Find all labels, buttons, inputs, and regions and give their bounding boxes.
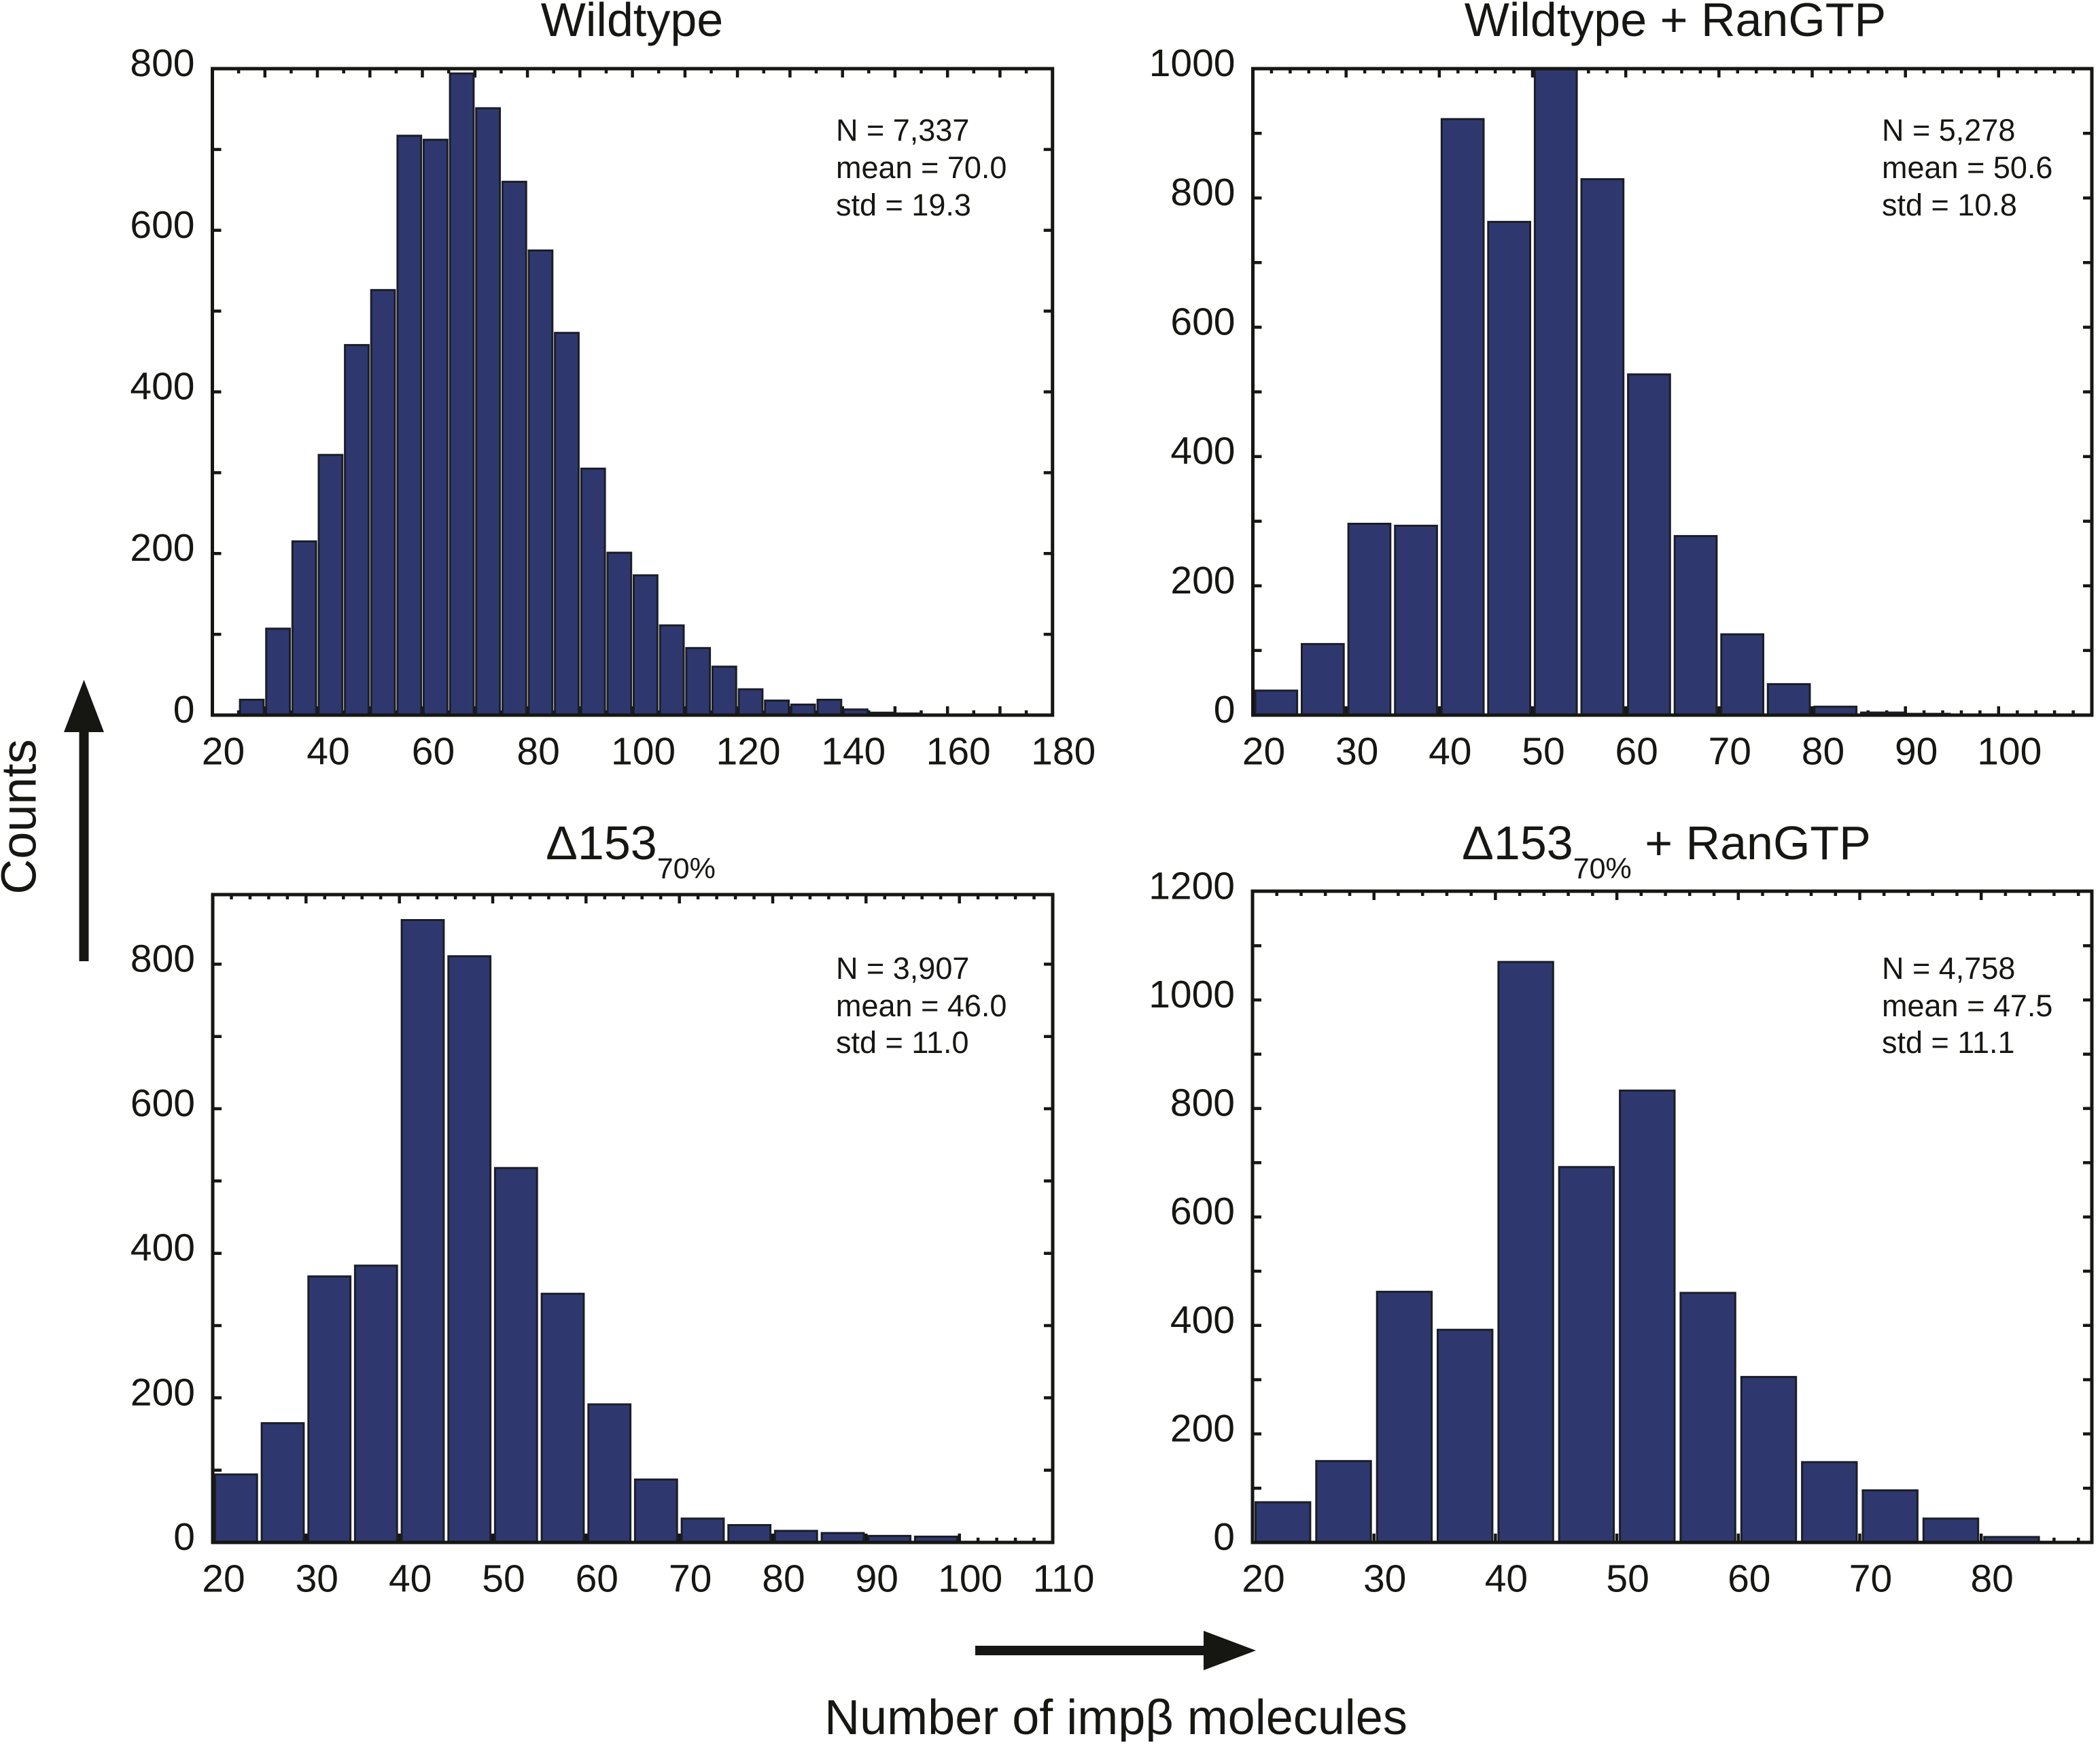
svg-text:40: 40 — [1485, 1557, 1528, 1601]
svg-text:std = 11.0: std = 11.0 — [836, 1025, 969, 1060]
svg-text:100: 100 — [611, 730, 676, 774]
svg-text:400: 400 — [1170, 1298, 1235, 1342]
svg-text:30: 30 — [296, 1557, 338, 1601]
svg-text:110: 110 — [1033, 1557, 1095, 1601]
svg-text:80: 80 — [517, 730, 559, 774]
svg-text:600: 600 — [1170, 1190, 1235, 1233]
svg-text:N = 7,337: N = 7,337 — [836, 113, 969, 148]
svg-text:600: 600 — [1170, 300, 1235, 343]
svg-text:mean = 70.0: mean = 70.0 — [836, 150, 1007, 185]
svg-text:600: 600 — [130, 1082, 195, 1125]
svg-text:std = 11.1: std = 11.1 — [1882, 1025, 2015, 1060]
svg-text:800: 800 — [130, 937, 195, 980]
svg-text:60: 60 — [576, 1557, 618, 1601]
svg-text:N = 3,907: N = 3,907 — [836, 951, 969, 986]
svg-text:20: 20 — [202, 1557, 245, 1601]
svg-text:90: 90 — [856, 1557, 898, 1601]
svg-text:800: 800 — [1170, 1082, 1235, 1125]
svg-text:mean = 46.0: mean = 46.0 — [836, 988, 1007, 1023]
svg-text:0: 0 — [1213, 1515, 1235, 1559]
svg-text:80: 80 — [1970, 1557, 2013, 1601]
svg-text:800: 800 — [130, 41, 194, 85]
svg-text:50: 50 — [1522, 730, 1564, 774]
svg-text:Number of impβ molecules: Number of impβ molecules — [824, 1691, 1407, 1742]
svg-text:90: 90 — [1895, 730, 1938, 774]
svg-text:200: 200 — [130, 526, 194, 570]
svg-text:70: 70 — [669, 1557, 712, 1601]
svg-text:N = 4,758: N = 4,758 — [1882, 951, 2015, 986]
svg-text:40: 40 — [1429, 730, 1471, 774]
svg-text:1200: 1200 — [1149, 864, 1235, 908]
svg-text:70: 70 — [1709, 730, 1751, 774]
svg-text:1000: 1000 — [1149, 973, 1235, 1016]
svg-text:160: 160 — [926, 730, 991, 774]
svg-text:30: 30 — [1363, 1557, 1406, 1601]
svg-text:60: 60 — [412, 730, 455, 774]
svg-text:50: 50 — [482, 1557, 525, 1601]
svg-text:mean = 50.6: mean = 50.6 — [1882, 150, 2052, 185]
svg-text:800: 800 — [1170, 171, 1235, 214]
svg-text:200: 200 — [1170, 559, 1235, 602]
svg-text:20: 20 — [202, 730, 245, 774]
svg-text:400: 400 — [1170, 430, 1235, 473]
svg-text:0: 0 — [173, 1515, 195, 1559]
svg-text:40: 40 — [307, 730, 349, 774]
svg-text:N = 5,278: N = 5,278 — [1882, 113, 2015, 148]
svg-text:1000: 1000 — [1149, 41, 1236, 85]
svg-text:40: 40 — [389, 1557, 432, 1601]
svg-text:50: 50 — [1606, 1557, 1649, 1601]
svg-text:20: 20 — [1242, 730, 1285, 774]
svg-text:30: 30 — [1335, 730, 1378, 774]
svg-text:std = 19.3: std = 19.3 — [836, 188, 971, 222]
svg-text:Wildtype + RanGTP: Wildtype + RanGTP — [1465, 0, 1887, 46]
svg-text:0: 0 — [1214, 688, 1236, 731]
svg-text:std = 10.8: std = 10.8 — [1882, 188, 2017, 222]
svg-text:140: 140 — [821, 730, 886, 774]
svg-text:60: 60 — [1615, 730, 1658, 774]
svg-text:0: 0 — [173, 688, 195, 731]
svg-text:Counts: Counts — [0, 739, 47, 894]
svg-text:80: 80 — [762, 1557, 805, 1601]
svg-text:200: 200 — [130, 1370, 195, 1414]
svg-text:400: 400 — [130, 365, 194, 409]
svg-text:120: 120 — [716, 730, 781, 774]
svg-text:100: 100 — [1977, 730, 2042, 774]
svg-text:200: 200 — [1170, 1406, 1235, 1450]
svg-text:60: 60 — [1728, 1557, 1770, 1601]
svg-text:400: 400 — [130, 1226, 195, 1270]
svg-text:70: 70 — [1849, 1557, 1892, 1601]
svg-text:Wildtype: Wildtype — [541, 0, 723, 46]
svg-text:180: 180 — [1031, 730, 1096, 774]
svg-text:100: 100 — [938, 1557, 1002, 1601]
svg-text:80: 80 — [1802, 730, 1844, 774]
svg-text:mean = 47.5: mean = 47.5 — [1882, 988, 2052, 1023]
svg-text:20: 20 — [1242, 1557, 1284, 1601]
svg-text:600: 600 — [130, 203, 194, 247]
